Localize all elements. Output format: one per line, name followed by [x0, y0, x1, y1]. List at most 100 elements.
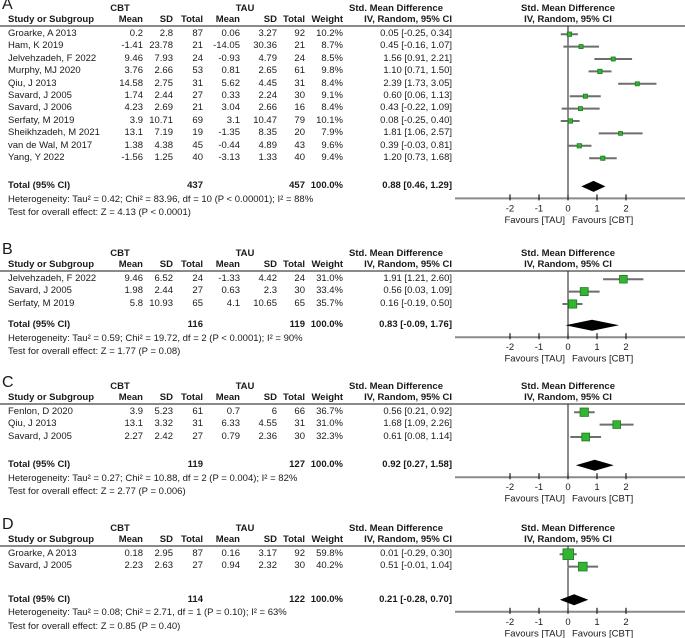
mean-cbt: 1.98: [124, 285, 144, 297]
sd-cbt: 2.95: [154, 548, 174, 559]
col-header-sd-cbt: SD: [159, 14, 173, 25]
effect-marker: [578, 106, 583, 111]
sd-tau: 6: [271, 406, 277, 417]
mean-tau: -14.05: [213, 40, 240, 52]
mean-cbt: 2.27: [124, 430, 144, 442]
mean-tau: -0.93: [218, 52, 240, 64]
panel-a: A CBT TAU Std. Mean Difference Study or Subg…: [0, 0, 685, 245]
total-n-cbt: 114: [187, 593, 203, 605]
weight: 8.4%: [321, 102, 343, 114]
forest-plot: -2 -1 0 1 2 Favours [TAU] Favours [CBT]: [455, 271, 685, 365]
col-header-mean-tau: Mean: [215, 259, 240, 270]
weight: 33.4%: [316, 285, 343, 297]
col-header-smd: Std. Mean Difference: [349, 381, 443, 392]
study-name: Jelvehzadeh, F 2022: [8, 52, 97, 64]
sd-tau: 2.3: [263, 285, 277, 297]
sd-cbt: 2.44: [154, 285, 174, 297]
effect-marker: [581, 432, 591, 442]
mean-cbt: 0.2: [129, 28, 143, 39]
col-header-tau: TAU: [235, 381, 255, 392]
tick-label: 2: [623, 617, 628, 628]
mean-cbt: -1.41: [121, 40, 143, 52]
col-header-total-cbt: Total: [181, 14, 203, 25]
sd-tau: 3.17: [258, 548, 278, 559]
ci-text: 1.91 [1.21, 2.60]: [383, 273, 452, 284]
mean-tau: 0.16: [221, 548, 241, 559]
study-name: Yang, Y 2022: [8, 152, 65, 163]
total-weight: 100.0%: [310, 459, 343, 471]
mean-cbt: 2.23: [124, 560, 144, 572]
total-cbt: 31: [192, 77, 203, 89]
study-name: Jelvehzadeh, F 2022: [8, 273, 97, 284]
sd-tau: 2.66: [258, 102, 278, 114]
ci-text: 0.61 [0.08, 1.14]: [383, 430, 452, 442]
col-header-total-cbt: Total: [181, 259, 203, 270]
mean-cbt: 0.18: [124, 548, 144, 559]
panel-label: B: [2, 241, 13, 258]
total-tau: 92: [294, 28, 305, 39]
sd-cbt: 4.38: [154, 139, 174, 151]
sd-cbt: 7.19: [154, 127, 174, 139]
ci-text: 0.39 [-0.03, 0.81]: [380, 139, 452, 151]
col-header-mean-cbt: Mean: [118, 392, 143, 403]
total-label: Total (95% CI): [8, 319, 71, 331]
overall-effect-text: Test for overall effect: Z = 1.77 (P = 0…: [8, 346, 181, 358]
sd-cbt: 2.42: [154, 430, 174, 442]
total-tau: 31: [294, 77, 305, 89]
total-cbt: 24: [192, 52, 203, 64]
mean-cbt: 13.1: [124, 127, 144, 139]
study-name: Sheikhzadeh, M 2021: [8, 127, 100, 139]
col-header-sd-cbt: SD: [159, 534, 173, 545]
total-tau: 66: [294, 406, 305, 417]
weight: 10.1%: [316, 114, 343, 126]
mean-tau: 0.63: [221, 285, 241, 297]
total-label: Total (95% CI): [8, 459, 71, 471]
mean-cbt: 9.46: [124, 52, 144, 64]
study-name: Serfaty, M 2019: [8, 114, 75, 126]
mean-tau: 5.62: [221, 77, 241, 89]
effect-marker: [568, 299, 578, 309]
sd-tau: 8.35: [258, 127, 278, 139]
total-tau: 92: [294, 548, 305, 559]
mean-cbt: 9.46: [124, 273, 144, 284]
sd-tau: 4.45: [258, 77, 278, 89]
weight: 7.9%: [321, 127, 343, 139]
effect-marker: [566, 31, 573, 37]
total-cbt: 27: [192, 285, 203, 297]
mean-tau: 4.1: [226, 297, 240, 309]
col-header-sd-tau: SD: [263, 534, 277, 545]
col-header-ci-text: IV, Random, 95% CI: [364, 392, 452, 403]
study-name: Qiu, J 2013: [8, 77, 57, 89]
panel-b: B CBT TAU Std. Mean Difference Study or Subg…: [0, 241, 685, 378]
header-rule: [0, 270, 685, 272]
total-tau: 24: [294, 273, 305, 284]
total-ci: 0.83 [-0.09, 1.76]: [379, 319, 452, 331]
study-name: Ham, K 2019: [8, 40, 64, 52]
heterogeneity-text: Heterogeneity: Tau² = 0.27; Chi² = 10.88…: [8, 472, 298, 484]
ci-text: 0.05 [-0.25, 0.34]: [380, 28, 452, 39]
study-name: Savard, J 2005: [8, 560, 72, 572]
ci-text: 0.01 [-0.29, 0.30]: [380, 548, 452, 559]
col-header-tau: TAU: [235, 523, 255, 534]
col-header-mean-tau: Mean: [215, 534, 240, 545]
effect-marker: [634, 81, 640, 87]
total-tau: 30: [294, 560, 305, 572]
tick-label: 2: [623, 342, 628, 353]
plot-header-smd: Std. Mean Difference: [521, 523, 615, 534]
tick-label: -1: [535, 342, 543, 353]
ci-text: 1.56 [0.91, 2.21]: [383, 52, 452, 64]
mean-cbt: 14.58: [119, 77, 143, 89]
sd-tau: 2.65: [258, 65, 278, 77]
col-header-weight: Weight: [311, 14, 344, 25]
col-header-smd: Std. Mean Difference: [349, 523, 443, 534]
mean-tau: 0.79: [221, 430, 241, 442]
plot-header-method: IV, Random, 95% CI: [524, 14, 612, 25]
ci-text: 0.16 [-0.19, 0.50]: [380, 297, 452, 309]
col-header-sd-tau: SD: [263, 392, 277, 403]
total-cbt: 24: [192, 273, 203, 284]
panel-d: D CBT TAU Std. Mean Difference Study or Subg…: [0, 516, 685, 638]
col-header-weight: Weight: [311, 392, 344, 403]
favours-cbt-label: Favours [CBT]: [572, 354, 633, 365]
mean-tau: 3.04: [221, 102, 241, 114]
col-header-total-tau: Total: [283, 534, 305, 545]
